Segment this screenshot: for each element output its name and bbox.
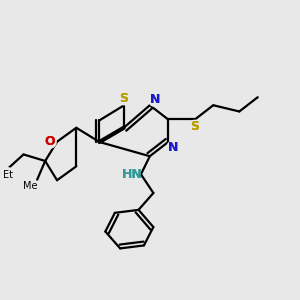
Circle shape [117,92,130,105]
Text: Et: Et [2,170,13,180]
Circle shape [0,168,15,183]
Text: S: S [190,120,200,134]
Circle shape [188,120,201,134]
Text: S: S [119,92,128,105]
Text: S: S [190,120,200,134]
Text: HN: HN [122,168,142,181]
Circle shape [43,135,56,148]
Text: O: O [44,135,55,148]
Text: S: S [119,92,128,105]
Circle shape [167,141,180,154]
Circle shape [125,168,139,181]
Circle shape [23,179,38,194]
Text: O: O [44,135,55,148]
Text: HN: HN [122,168,142,181]
Text: Me: Me [23,182,38,191]
Text: N: N [168,141,179,154]
Circle shape [148,93,162,106]
Text: N: N [150,93,160,106]
Text: N: N [150,93,160,106]
Text: N: N [168,141,179,154]
